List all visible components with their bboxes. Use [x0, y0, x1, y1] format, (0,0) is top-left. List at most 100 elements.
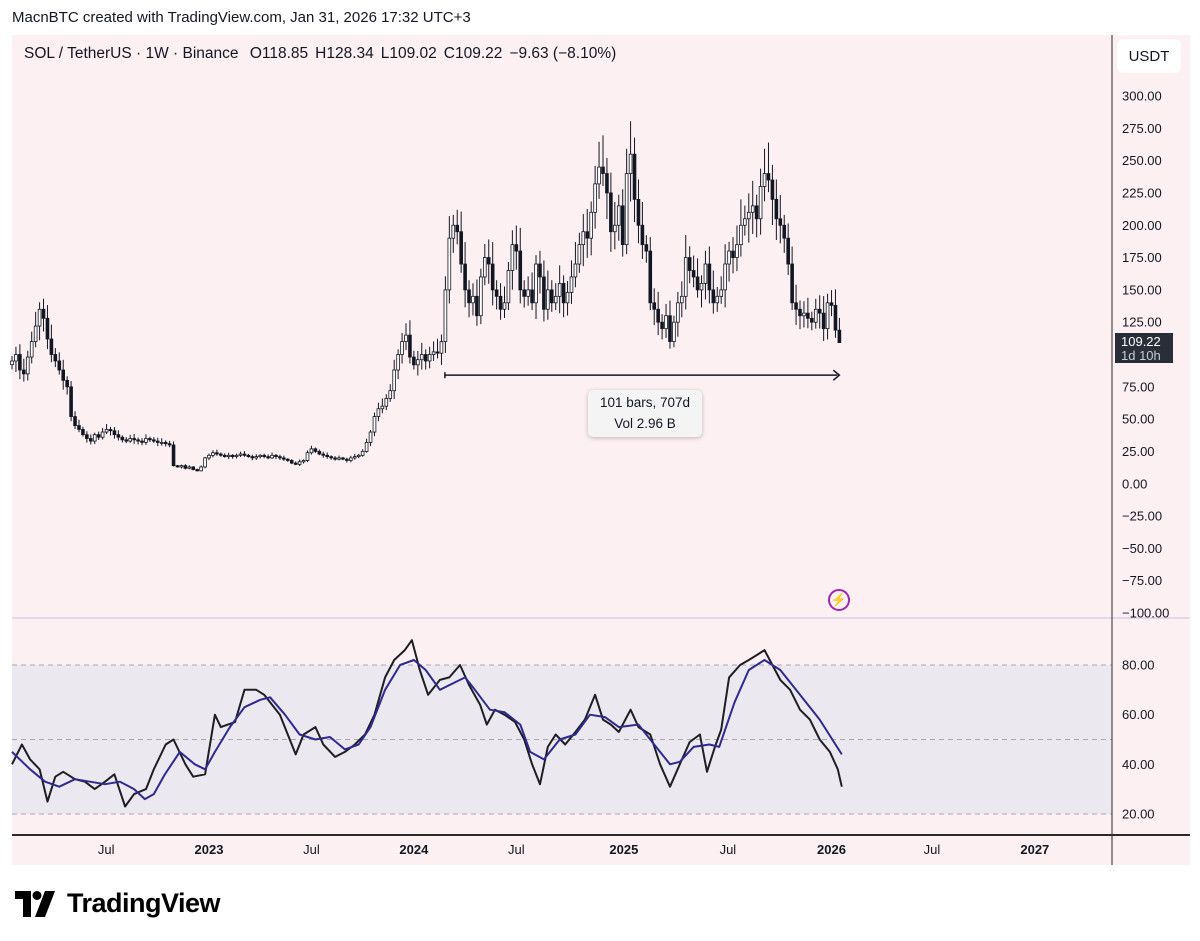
candle-down [455, 224, 460, 233]
measure-tool[interactable] [444, 369, 841, 381]
candle-down [711, 289, 716, 304]
candle-up [388, 390, 393, 399]
candle-down [219, 453, 223, 456]
candle-down [609, 192, 613, 233]
candle-up [546, 289, 550, 310]
candle-up [735, 244, 739, 258]
last-price-value: 109.22 [1121, 334, 1161, 349]
candle-up [384, 398, 389, 407]
price-tick-label: 300.00 [1122, 89, 1162, 104]
candle-down [754, 205, 759, 220]
candle-up [179, 465, 184, 468]
price-candles [10, 121, 842, 472]
candle-up [557, 283, 562, 297]
candle-down [313, 448, 318, 452]
candle-down [837, 329, 842, 343]
candle-down [620, 205, 625, 246]
candle-up [699, 283, 704, 291]
last-price-label: 109.22 1d 10h [1115, 333, 1173, 363]
candle-up [431, 351, 436, 355]
brand-name: TradingView [67, 888, 221, 918]
price-tick-label: 225.00 [1122, 185, 1162, 200]
candle-down [632, 153, 637, 200]
candle-down [770, 179, 775, 200]
lightning-alert-icon[interactable]: ⚡ [828, 589, 850, 611]
price-tick-label: 250.00 [1122, 153, 1162, 168]
candle-up [743, 218, 747, 226]
candle-down [230, 454, 235, 458]
candle-up [33, 325, 38, 342]
candle-down [766, 173, 771, 181]
candle-up [447, 237, 452, 291]
candle-down [215, 452, 219, 455]
candle-down [798, 308, 802, 317]
candle-up [360, 451, 365, 456]
candle-down [774, 198, 779, 220]
candle-down [668, 315, 672, 342]
candle-up [337, 457, 341, 460]
candle-down [191, 466, 196, 470]
candle-down [195, 469, 199, 472]
candle-down [140, 440, 144, 443]
price-tick-label: 75.00 [1122, 379, 1155, 394]
candle-down [325, 454, 329, 458]
candle-up [479, 276, 483, 317]
symbol-name[interactable]: SOL / TetherUS · 1W · Binance [24, 45, 239, 62]
axes: 300.00 275.00 250.00 225.00 200.00 175.00 150.… [12, 35, 1190, 865]
currency-button[interactable]: USDT [1117, 39, 1181, 73]
candle-up [254, 456, 259, 459]
candle-up [589, 211, 593, 239]
candle-up [258, 454, 263, 458]
candle-up [305, 452, 310, 461]
candle-up [364, 441, 369, 452]
candle-up [802, 312, 806, 317]
candle-down [85, 434, 89, 439]
candle-up [29, 341, 34, 358]
candle-down [132, 438, 136, 441]
candle-down [806, 312, 810, 319]
candle-down [794, 302, 798, 310]
candle-down [782, 224, 787, 239]
candle-down [817, 308, 822, 314]
candle-up [683, 257, 688, 297]
candle-up [482, 257, 487, 278]
candle-up [593, 183, 597, 213]
time-tick-label: Jul [924, 842, 941, 857]
candle-up [372, 416, 377, 433]
candle-up [616, 205, 621, 226]
candle-down [152, 439, 156, 442]
candle-up [719, 289, 723, 297]
candle-down [112, 430, 117, 436]
candle-down [69, 386, 73, 417]
candle-up [676, 302, 680, 323]
candle-up [376, 408, 381, 417]
candle-down [116, 434, 121, 438]
candle-down [585, 231, 590, 239]
time-tick-label: 2026 [817, 842, 846, 857]
candle-down [148, 438, 152, 441]
candle-down [124, 439, 129, 442]
candle-down [459, 231, 463, 265]
candle-up [746, 211, 751, 220]
candle-down [22, 369, 26, 375]
candle-up [443, 289, 448, 342]
candle-down [601, 166, 605, 174]
candle-down [644, 244, 649, 252]
candle-down [514, 244, 519, 252]
candle-down [467, 289, 471, 304]
price-tick-label: −50.00 [1122, 541, 1162, 556]
candle-down [687, 257, 692, 271]
candle-down [262, 454, 266, 458]
candle-down [435, 351, 440, 354]
candle-up [502, 302, 507, 310]
candle-down [65, 379, 69, 388]
candle-up [380, 405, 385, 410]
candle-up [672, 321, 676, 342]
tradingview-logo[interactable]: TradingView [15, 888, 221, 919]
candle-up [680, 295, 684, 304]
candle-down [660, 321, 664, 330]
candle-up [727, 250, 731, 265]
candle-down [242, 453, 247, 456]
price-tick-label: 25.00 [1122, 444, 1155, 459]
